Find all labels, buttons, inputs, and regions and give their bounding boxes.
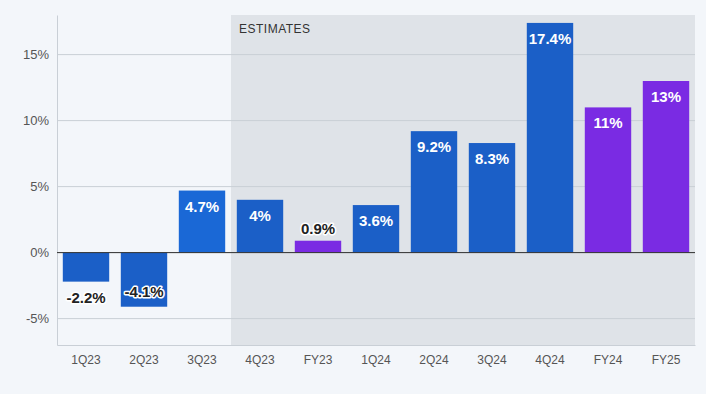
- y-tick: 10%: [23, 113, 57, 128]
- data-label: 4.7%: [185, 198, 219, 215]
- grid-line: [57, 318, 695, 319]
- x-tick: 2Q23: [129, 345, 159, 367]
- bar: [411, 131, 457, 252]
- bars: [63, 23, 689, 307]
- data-label: -2.2%: [66, 289, 105, 306]
- x-tick-label: 4Q24: [535, 353, 565, 367]
- y-axis-line: [57, 16, 58, 346]
- bar: [237, 200, 283, 253]
- data-label: 9.2%: [417, 138, 451, 155]
- bar: [643, 81, 689, 253]
- y-axis: -5% 0% 5% 10% 15%: [23, 16, 58, 346]
- data-label: 3.6%: [359, 212, 393, 229]
- bar: [179, 191, 225, 253]
- annotation: ESTIMATES: [239, 22, 311, 36]
- y-tick: -5%: [26, 311, 57, 326]
- zero-line: [57, 252, 695, 253]
- x-tick: 3Q24: [477, 345, 507, 367]
- x-tick: 4Q24: [535, 345, 565, 367]
- x-tick-label: 1Q24: [361, 353, 391, 367]
- bar: [585, 107, 631, 252]
- grid-line: [57, 54, 695, 55]
- x-tick: FY24: [594, 345, 623, 367]
- data-label: 4%: [249, 207, 271, 224]
- x-tick: 4Q23: [245, 345, 275, 367]
- data-label: 0.9%: [301, 220, 335, 237]
- y-tick-label: 5%: [30, 179, 49, 194]
- x-axis: 1Q23 2Q23 3Q23 4Q23 FY23 1Q24 2Q24 3Q24 4Q24 FY24…: [58, 345, 696, 367]
- grid: [57, 55, 695, 319]
- bar: [469, 143, 515, 253]
- y-tick: 0%: [30, 245, 57, 260]
- x-axis-line: [58, 345, 696, 346]
- data-label: 13%: [651, 88, 681, 105]
- x-tick-label: 3Q24: [477, 353, 507, 367]
- estimates-region: [231, 15, 695, 345]
- x-tick: 1Q23: [71, 345, 101, 367]
- bar: [295, 241, 341, 253]
- x-tick-label: FY25: [652, 353, 681, 367]
- data-labels: -2.2% -4.1% 4.7% 4% 0.9% 3.6% 9.2% 8.3% 17.4% 11%…: [66, 30, 681, 306]
- y-tick-label: 10%: [23, 113, 49, 128]
- bar: [353, 205, 399, 253]
- data-label: 8.3%: [475, 150, 509, 167]
- x-tick: FY25: [652, 345, 681, 367]
- x-tick-label: 2Q23: [129, 353, 159, 367]
- y-tick: 5%: [30, 179, 57, 194]
- x-tick-label: 1Q23: [71, 353, 101, 367]
- x-tick-label: FY23: [304, 353, 333, 367]
- grid-line: [57, 252, 695, 253]
- x-tick-label: 3Q23: [187, 353, 217, 367]
- data-label: 17.4%: [529, 30, 572, 47]
- chart: ESTIMATES -5% 0% 5% 10% 15% 1Q23 2Q23 3Q23 4Q23 FY…: [0, 0, 706, 394]
- data-label: -4.1%: [124, 283, 163, 300]
- x-tick: 1Q24: [361, 345, 391, 367]
- bar: [121, 253, 167, 307]
- x-tick-label: 4Q23: [245, 353, 275, 367]
- y-tick: 15%: [23, 47, 57, 62]
- x-tick: 2Q24: [419, 345, 449, 367]
- y-tick-label: 15%: [23, 47, 49, 62]
- data-label: 11%: [593, 114, 622, 131]
- y-tick-label: 0%: [30, 245, 49, 260]
- x-tick: 3Q23: [187, 345, 217, 367]
- y-tick-label: -5%: [26, 311, 50, 326]
- bar: [63, 253, 109, 282]
- bar: [527, 23, 573, 253]
- x-tick-label: FY24: [594, 353, 623, 367]
- x-tick-label: 2Q24: [419, 353, 449, 367]
- x-tick: FY23: [304, 345, 333, 367]
